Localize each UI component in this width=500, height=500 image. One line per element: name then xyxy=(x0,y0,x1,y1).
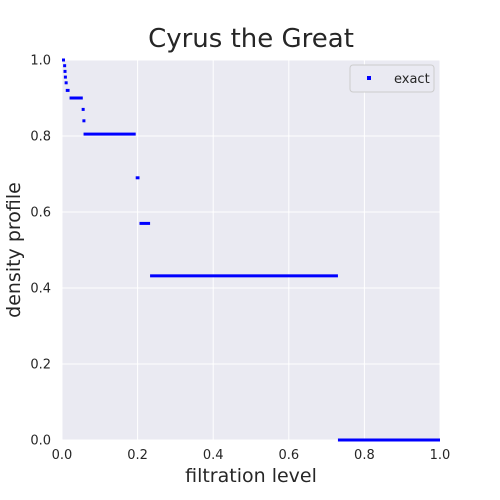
data-point-run xyxy=(81,107,85,111)
x-tick-label: 0.4 xyxy=(203,448,224,463)
x-tick-label: 0.8 xyxy=(354,448,375,463)
data-point-run xyxy=(337,438,440,442)
x-tick-label: 0.2 xyxy=(127,448,148,463)
data-point-run xyxy=(65,88,70,92)
grid-lines xyxy=(61,59,441,441)
x-tick-label: 0.0 xyxy=(52,448,73,463)
x-tick-label: 0.6 xyxy=(278,448,299,463)
data-point-run xyxy=(63,64,67,68)
x-tick-label: 1.0 xyxy=(430,448,451,463)
legend-entry-exact: exact xyxy=(394,72,430,87)
y-axis-label: density profile xyxy=(3,182,25,318)
legend-box xyxy=(349,64,435,93)
y-tick-label: 1.0 xyxy=(30,54,51,69)
x-axis-label: filtration level xyxy=(185,465,317,487)
data-point-run xyxy=(64,81,68,85)
data-point-run xyxy=(69,96,83,100)
data-point-run xyxy=(150,274,338,278)
data-point-run xyxy=(135,176,140,180)
y-tick-label: 0.6 xyxy=(30,206,51,221)
tick-labels: 0.0 0.2 0.4 0.6 0.8 1.0 0.0 0.2 0.4 0.6 0.8 1.0 xyxy=(30,54,450,464)
data-point-run xyxy=(83,132,136,136)
y-tick-label: 0.4 xyxy=(30,282,51,297)
y-tick-label: 0.8 xyxy=(30,130,51,145)
data-point-run xyxy=(63,75,67,79)
data-point-run xyxy=(63,69,67,73)
legend: exact xyxy=(349,64,435,93)
data-points xyxy=(62,58,440,442)
plot-area xyxy=(62,60,440,440)
y-tick-label: 0.2 xyxy=(30,358,51,373)
data-point-run xyxy=(62,58,65,62)
legend-marker xyxy=(367,76,371,80)
data-point-run xyxy=(139,221,151,225)
chart-title: Cyrus the Great xyxy=(148,24,354,54)
data-point-run xyxy=(82,119,86,123)
y-tick-label: 0.0 xyxy=(30,434,51,449)
